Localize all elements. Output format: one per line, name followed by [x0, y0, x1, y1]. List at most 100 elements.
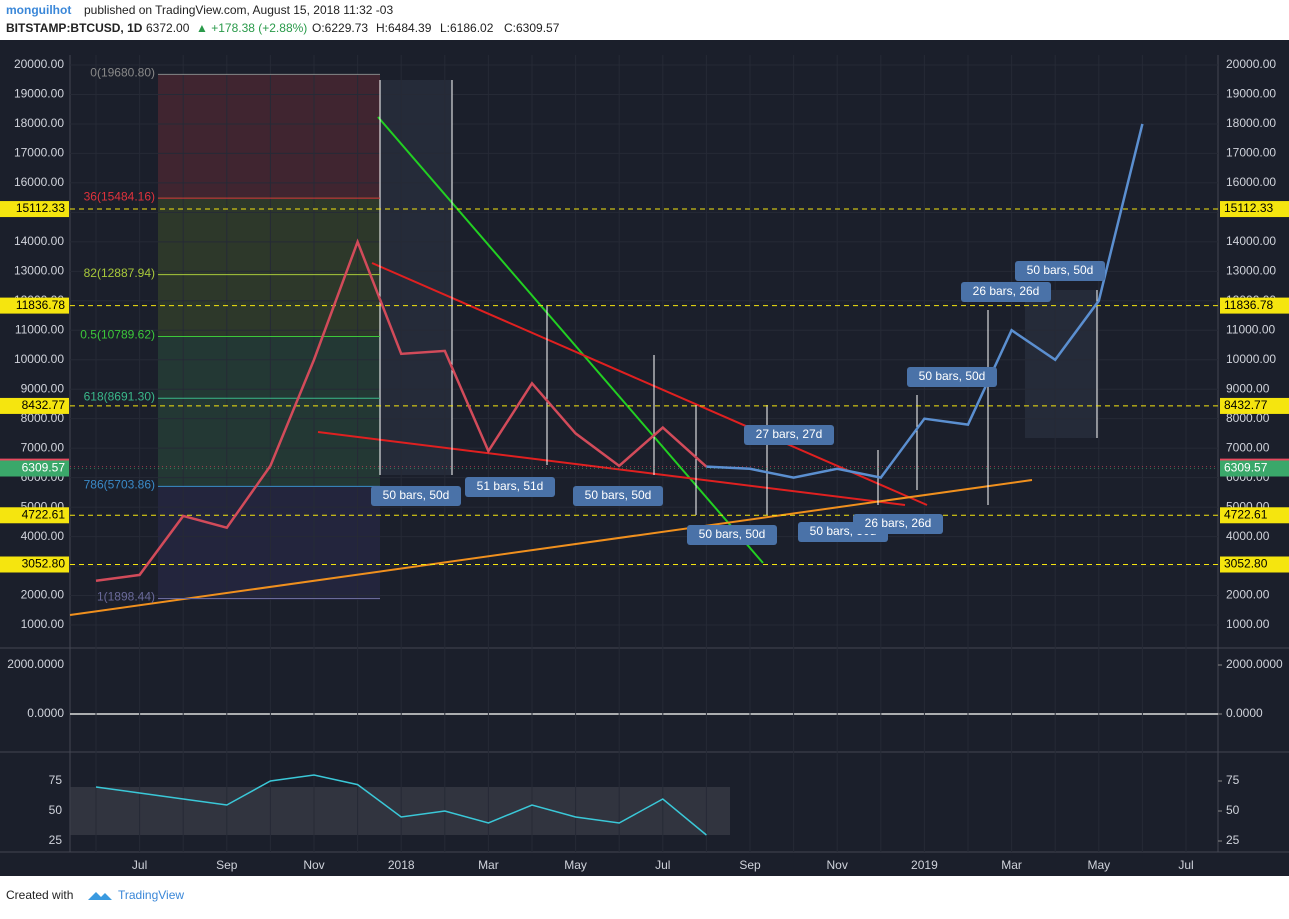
- y-tick-label: 19000.00: [14, 87, 64, 101]
- price-line: [95, 238, 708, 583]
- y-tick-label: 16000.00: [1226, 175, 1276, 189]
- rsi-tick-label: 50: [49, 803, 63, 817]
- x-tick-label: May: [1087, 858, 1110, 872]
- header-bg: [0, 0, 1289, 40]
- rsi-tick-label: 25: [49, 833, 63, 847]
- level-tag: [1220, 297, 1289, 314]
- y-tick-label: 1000.00: [1226, 617, 1270, 631]
- level-label: 15112.33: [1224, 201, 1273, 215]
- fib-label: 0(19680.80): [90, 66, 155, 80]
- level-label: 6309.57: [1224, 461, 1268, 475]
- x-tick-label: Sep: [739, 858, 761, 872]
- y-tick-label: 11000.00: [15, 322, 64, 336]
- x-tick-label: May: [564, 858, 587, 872]
- level-label: 6309.57: [22, 461, 66, 475]
- y-tick-label: 2000.00: [1226, 588, 1270, 602]
- fib-label: 618(8691.30): [84, 389, 155, 403]
- y-tick-label: 19000.00: [1226, 87, 1276, 101]
- fib-zone: [158, 487, 380, 600]
- level-label: 3052.80: [1224, 557, 1268, 571]
- rsi-tick-label: 25: [1226, 833, 1240, 847]
- annotation-label: 50 bars, 50d: [1027, 263, 1094, 277]
- annotation-box: [1015, 261, 1105, 281]
- ohlc-value: C:6309.57: [504, 21, 560, 35]
- fib-label: 0.5(10789.62): [80, 328, 155, 342]
- level-tag: [0, 297, 69, 314]
- level-label: 11836.78: [1224, 298, 1273, 312]
- footer-brand[interactable]: TradingView: [118, 888, 184, 902]
- logo: [88, 892, 112, 900]
- ohlc-value: L:6186.02: [440, 21, 494, 35]
- trendline: [317, 431, 906, 506]
- fib-zone: [158, 337, 380, 487]
- y-tick-label: 8000.00: [21, 411, 65, 425]
- y-tick-label: 17000.00: [14, 146, 64, 160]
- annotation-box: [744, 425, 834, 445]
- rsi-tick-label: 75: [1226, 773, 1240, 787]
- level-label: 3052.80: [22, 557, 66, 571]
- y-tick-label: 4000.00: [21, 529, 65, 543]
- y-tick-label: 9000.00: [21, 381, 65, 395]
- y-tick-label: 4000.00: [1226, 529, 1270, 543]
- level-tag: [1220, 201, 1289, 218]
- annotation-box: [371, 486, 461, 506]
- y-tick-label: 14000.00: [14, 234, 64, 248]
- range-box: [1025, 290, 1097, 438]
- trendline: [377, 116, 764, 564]
- ohlc-value: H:6484.39: [376, 21, 432, 35]
- y-tick-label: 9000.00: [1226, 381, 1270, 395]
- footer-text: Created with: [6, 888, 73, 902]
- ohlc-value: O:6229.73: [312, 21, 368, 35]
- annotation-label: 50 bars, 50d: [585, 488, 652, 502]
- level-tag: [1220, 507, 1289, 524]
- y-tick-label: 17000.00: [1226, 146, 1276, 160]
- y-tick-label: 10000.00: [1226, 352, 1276, 366]
- annotation-label: 50 bars, 50d: [699, 527, 766, 541]
- level-tag: [0, 397, 69, 414]
- fib-label: 786(5703.86): [84, 478, 155, 492]
- symbol: BITSTAMP:BTCUSD, 1D: [6, 21, 143, 35]
- change: ▲ +178.38 (+2.88%): [196, 21, 307, 35]
- x-tick-label: Nov: [827, 858, 848, 872]
- author[interactable]: monguilhot: [6, 3, 71, 17]
- annotation-box: [907, 367, 997, 387]
- level-tag: [1220, 460, 1289, 477]
- level-label: 4722.61: [1224, 507, 1268, 521]
- y-tick-label: 13000.00: [1226, 263, 1276, 277]
- macd-tick-label: 2000.0000: [1226, 657, 1283, 671]
- y-tick-label: 14000.00: [1226, 234, 1276, 248]
- y-tick-label: 8000.00: [1226, 411, 1270, 425]
- y-tick-label: 13000.00: [14, 263, 64, 277]
- level-label: 8432.77: [1224, 398, 1268, 412]
- x-tick-label: Mar: [1001, 858, 1022, 872]
- range-markers: [379, 80, 1098, 515]
- annotation-box: [687, 525, 777, 545]
- level-tag: [0, 556, 69, 573]
- y-tick-label: 18000.00: [1226, 116, 1276, 130]
- annotation-label: 26 bars, 26d: [973, 284, 1040, 298]
- rsi-tick-label: 50: [1226, 803, 1240, 817]
- rsi-tick-label: 75: [49, 773, 63, 787]
- y-tick-label: 2000.00: [21, 588, 65, 602]
- price-line: [706, 123, 1144, 480]
- annotation-box: [573, 486, 663, 506]
- x-tick-label: 2018: [388, 858, 415, 872]
- y-tick-label: 7000.00: [1226, 440, 1270, 454]
- published: published on TradingView.com, August 15,…: [84, 3, 393, 17]
- level-tag: [0, 460, 69, 477]
- y-tick-label: 7000.00: [21, 440, 65, 454]
- fib-label: 1(1898.44): [97, 590, 155, 604]
- y-tick-label: 20000.00: [1226, 57, 1276, 71]
- level-label: 11836.78: [16, 298, 65, 312]
- annotation-box: [465, 477, 555, 497]
- trendline: [371, 262, 928, 506]
- x-tick-label: Nov: [303, 858, 324, 872]
- fib-zone: [158, 197, 380, 337]
- y-tick-label: 16000.00: [14, 175, 64, 189]
- x-tick-label: Jul: [1178, 858, 1193, 872]
- y-tick-label: 1000.00: [21, 617, 65, 631]
- annotation-box: [853, 514, 943, 534]
- y-tick-label: 11000.00: [1226, 322, 1275, 336]
- level-label: 15112.33: [16, 201, 65, 215]
